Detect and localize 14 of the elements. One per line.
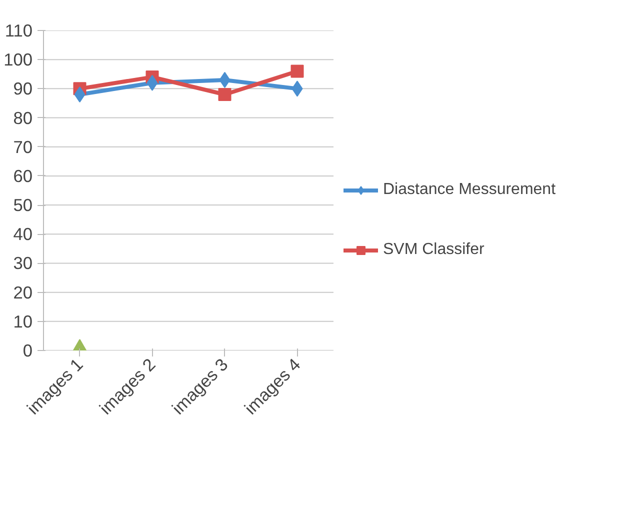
y-tick-label: 30 <box>13 253 33 274</box>
y-tick-label: 40 <box>13 224 33 244</box>
y-tick-label: 60 <box>13 166 33 186</box>
y-tick-label: 20 <box>13 282 33 302</box>
y-tick-label: 100 <box>4 50 33 70</box>
legend-label: SVM Classifer <box>383 241 484 259</box>
y-tick-label: 80 <box>13 108 33 128</box>
y-tick-label: 10 <box>13 311 33 332</box>
y-tick-label: 0 <box>22 340 33 360</box>
y-tick-label: 50 <box>13 195 33 216</box>
y-tick-label: 90 <box>13 78 33 99</box>
y-tick-label: 70 <box>13 136 33 157</box>
legend-label: Diastance Messurement <box>383 181 556 199</box>
y-tick-label: 110 <box>4 20 33 40</box>
